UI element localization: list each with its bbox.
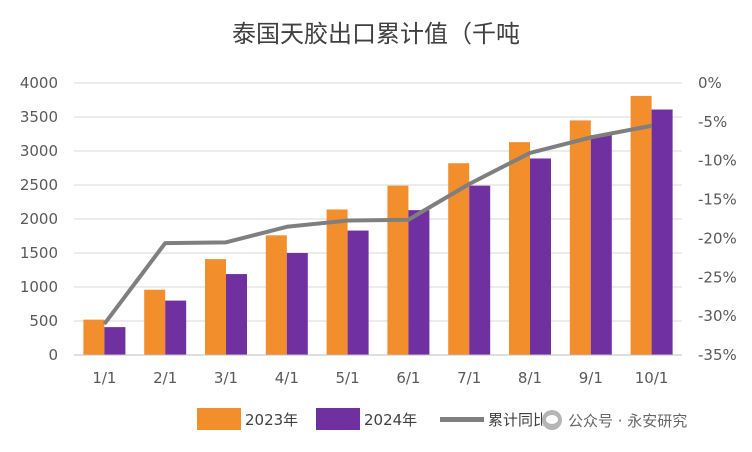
legend-label-2023: 2023年 (245, 410, 299, 429)
y-tick-label-right: -5% (698, 113, 727, 131)
watermark-text: 公众号 · 永安研究 (568, 411, 688, 430)
y-tick-label-right: -25% (698, 268, 737, 286)
wechat-icon (542, 410, 562, 430)
bar-2024年 (165, 300, 187, 355)
watermark: 公众号 · 永安研究 (542, 406, 688, 434)
x-tick-label: 3/1 (214, 369, 238, 387)
x-tick-label: 8/1 (518, 369, 542, 387)
y-tick-label-left: 2500 (20, 176, 58, 194)
legend-item-2023: 2023年 (197, 406, 298, 432)
y-tick-label-left: 3500 (20, 108, 58, 126)
y-tick-label-left: 0 (48, 346, 58, 364)
y-tick-label-left: 3000 (20, 142, 58, 160)
y-tick-label-left: 4000 (20, 74, 58, 92)
line-point (103, 323, 105, 325)
line-point (407, 219, 409, 221)
bar-2024年 (590, 135, 612, 355)
x-tick-label: 5/1 (336, 369, 360, 387)
x-tick-label: 6/1 (396, 369, 420, 387)
bar-2023年 (326, 209, 348, 355)
bar-2023年 (630, 95, 652, 356)
x-tick-label: 10/1 (635, 369, 669, 387)
bar-2024年 (469, 185, 491, 355)
bar-2024年 (104, 327, 126, 355)
x-tick-label: 7/1 (457, 369, 481, 387)
y-tick-label-left: 1500 (20, 244, 58, 262)
y-tick-label-right: -15% (698, 191, 737, 209)
x-tick-label: 4/1 (275, 369, 299, 387)
y-tick-label-left: 2000 (20, 210, 58, 228)
y-tick-label-right: -20% (698, 229, 737, 247)
line-point (529, 152, 531, 154)
line-point (468, 183, 470, 185)
line-point (347, 220, 349, 222)
line-point (164, 242, 166, 244)
line-累计同比 (102, 123, 652, 326)
y-tick-label-right: 0% (698, 74, 722, 92)
legend-item-yoy: 累计同比 (440, 406, 548, 432)
bar-2023年 (265, 235, 287, 355)
y-tick-label-right: -35% (698, 346, 737, 364)
x-tick-label: 1/1 (92, 369, 116, 387)
y-tick-label-left: 500 (29, 312, 58, 330)
chart-title: 泰国天胶出口累计值（千吨 (232, 20, 520, 48)
bar-2024年 (226, 274, 247, 355)
y-tick-label-right: -30% (698, 307, 737, 325)
legend-swatch-yoy (440, 416, 484, 422)
line-point (225, 241, 227, 243)
legend-item-2024: 2024年 (316, 406, 417, 432)
x-tick-label: 2/1 (153, 369, 177, 387)
line-point (286, 226, 288, 228)
line-point (651, 125, 653, 127)
bar-2023年 (448, 163, 470, 355)
legend-swatch-2024 (316, 408, 360, 430)
y-tick-label-left: 1000 (20, 278, 58, 296)
bar-2024年 (651, 109, 673, 356)
legend-label-yoy: 累计同比 (488, 410, 549, 429)
bar-2023年 (509, 142, 530, 355)
x-tick-label: 9/1 (579, 369, 603, 387)
bar-2024年 (286, 253, 308, 355)
bar-2023年 (387, 185, 409, 355)
legend-swatch-2023 (197, 408, 241, 430)
bar-2024年 (530, 158, 551, 355)
y-tick-label-right: -10% (698, 152, 737, 170)
bar-2023年 (569, 120, 591, 356)
bar-2023年 (83, 319, 105, 355)
legend-label-2024: 2024年 (364, 410, 418, 429)
bar-2023年 (205, 259, 226, 355)
bar-2023年 (144, 289, 166, 355)
bar-2024年 (347, 230, 369, 355)
bar-2024年 (408, 210, 430, 355)
line-point (590, 136, 592, 138)
